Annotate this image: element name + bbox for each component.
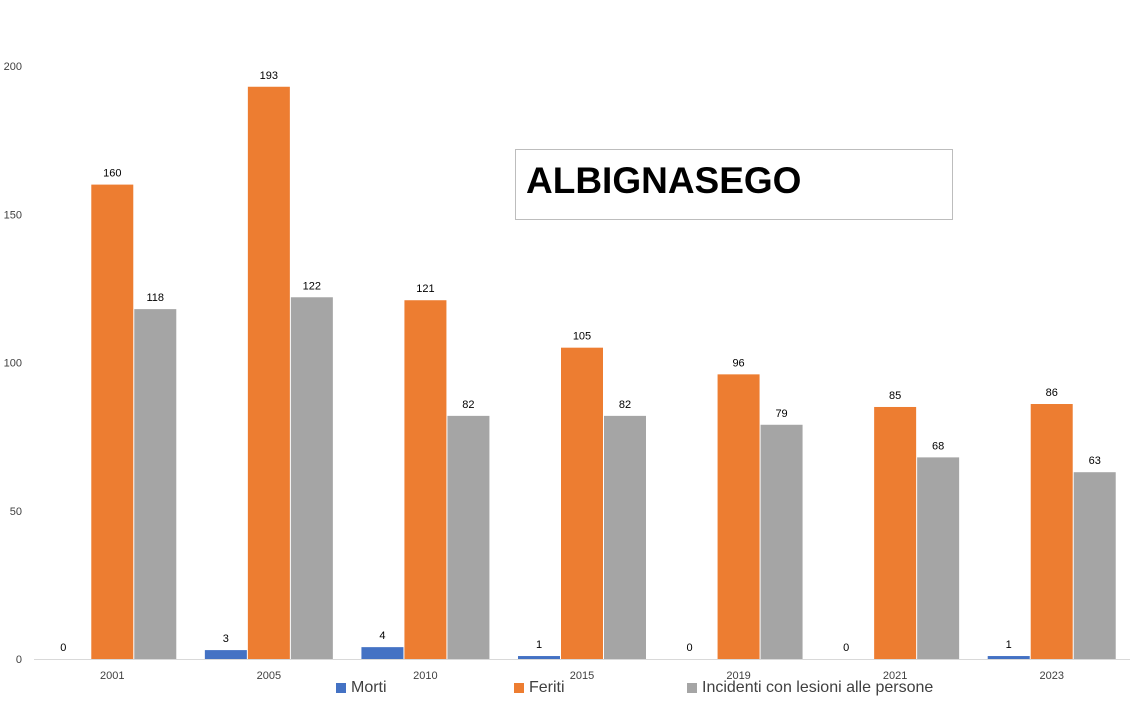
y-tick-label: 0	[16, 654, 22, 666]
bar-feriti-2010	[404, 300, 447, 659]
data-label: 0	[60, 642, 66, 654]
legend-item-incidenti: Incidenti con lesioni alle persone	[687, 679, 933, 697]
x-tick-label: 2015	[570, 670, 594, 682]
data-label: 85	[889, 390, 901, 402]
bar-incidenti-2023	[1073, 472, 1116, 659]
data-label: 122	[303, 280, 321, 292]
data-label: 160	[103, 168, 121, 180]
y-tick-label: 200	[4, 61, 22, 73]
bar-incidenti-2021	[917, 457, 960, 659]
bar-feriti-2001	[91, 184, 134, 659]
data-label: 4	[379, 630, 385, 642]
legend-item-morti: Morti	[336, 679, 387, 697]
bar-feriti-2021	[874, 406, 917, 659]
bar-incidenti-2010	[447, 415, 490, 659]
y-tick-label: 50	[10, 506, 22, 518]
x-tick-label: 2010	[413, 670, 437, 682]
legend-label-feriti: Feriti	[529, 679, 565, 696]
data-label: 82	[462, 399, 474, 411]
x-tick-label: 2005	[257, 670, 281, 682]
bar-incidenti-2019	[760, 424, 803, 659]
bar-morti-2023	[987, 656, 1030, 659]
data-label: 0	[843, 642, 849, 654]
data-label: 1	[536, 639, 542, 651]
chart-title: ALBIGNASEGO	[526, 160, 802, 201]
bar-feriti-2005	[247, 86, 290, 659]
data-label: 118	[147, 292, 165, 304]
legend-item-feriti: Feriti	[514, 679, 565, 697]
data-label: 79	[775, 408, 787, 420]
bar-morti-2015	[518, 656, 560, 659]
data-label: 3	[223, 633, 229, 645]
x-tick-label: 2021	[883, 670, 907, 682]
data-label: 63	[1089, 455, 1101, 467]
data-label: 96	[732, 357, 744, 369]
legend-swatch-feriti	[514, 683, 524, 693]
chart-title-box: ALBIGNASEGO	[515, 149, 953, 220]
legend: Morti Feriti Incidenti con lesioni alle …	[0, 679, 1140, 701]
y-tick-label: 100	[4, 358, 22, 370]
data-label: 1	[1006, 639, 1012, 651]
data-label: 193	[260, 70, 278, 82]
data-label: 105	[573, 331, 591, 343]
bar-feriti-2023	[1030, 404, 1073, 659]
bar-incidenti-2005	[290, 297, 333, 659]
legend-label-morti: Morti	[351, 679, 387, 696]
x-tick-label: 2019	[726, 670, 750, 682]
bar-feriti-2019	[717, 374, 760, 659]
bar-incidenti-2015	[604, 415, 646, 659]
legend-swatch-morti	[336, 683, 346, 693]
bar-morti-2005	[204, 650, 247, 659]
y-tick-label: 150	[4, 209, 22, 221]
data-label: 86	[1046, 387, 1058, 399]
data-label: 68	[932, 440, 944, 452]
legend-label-incidenti: Incidenti con lesioni alle persone	[702, 679, 934, 696]
legend-swatch-incidenti	[687, 683, 697, 693]
data-label: 121	[416, 283, 434, 295]
x-tick-label: 2023	[1039, 670, 1063, 682]
bar-incidenti-2001	[134, 309, 177, 659]
bar-morti-2010	[361, 647, 404, 659]
data-label: 82	[619, 399, 631, 411]
data-label: 0	[687, 642, 693, 654]
x-tick-label: 2001	[100, 670, 124, 682]
bar-feriti-2015	[561, 347, 603, 659]
